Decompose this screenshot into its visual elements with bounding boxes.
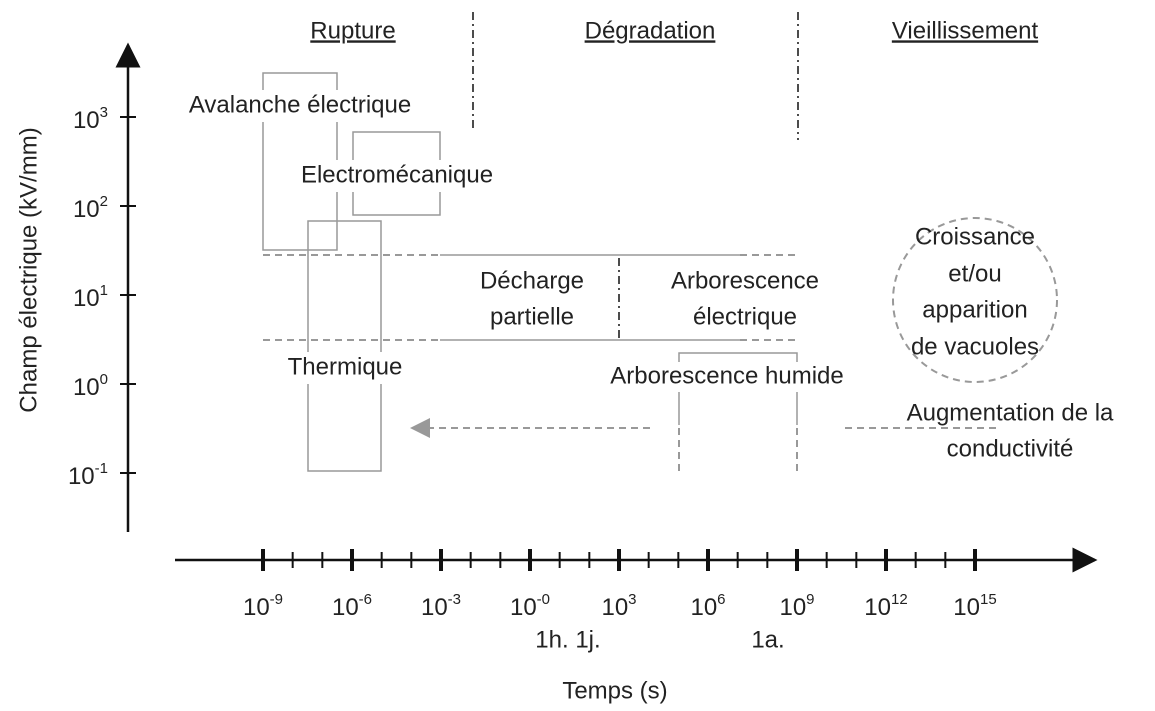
- region-label: électrique: [693, 303, 797, 330]
- section-header: Vieillissement: [892, 17, 1039, 44]
- tick-label: 106: [690, 591, 725, 621]
- region-label: Arborescence: [671, 267, 819, 294]
- tick-base: 10: [68, 463, 95, 490]
- tick-label: 1012: [864, 591, 907, 621]
- tick-exponent: -9: [270, 591, 283, 608]
- region-label: apparition: [922, 296, 1027, 323]
- vacuoles-circle: [892, 217, 1058, 383]
- region-label: et/ou: [948, 260, 1001, 287]
- tick-exponent: -1: [95, 460, 108, 477]
- tick-exponent: 1: [100, 282, 108, 299]
- y-axis-label: Champ électrique (kV/mm): [15, 127, 42, 412]
- region-label: Décharge: [480, 267, 584, 294]
- section-header: Dégradation: [585, 17, 716, 44]
- tick-base: 10: [601, 594, 628, 621]
- tick-label: 1015: [953, 591, 996, 621]
- labels: Avalanche électrique Electromécanique Th…: [155, 90, 1114, 462]
- tick-exponent: 15: [980, 591, 997, 608]
- tick-label: 101: [73, 282, 108, 312]
- tick-base: 10: [332, 594, 359, 621]
- tick-label: 10-1: [68, 460, 108, 490]
- tick-base: 10: [864, 594, 891, 621]
- region-label: de vacuoles: [911, 333, 1039, 360]
- tick-base: 10: [510, 594, 537, 621]
- tick-exponent: 3: [628, 591, 636, 608]
- region-label: Avalanche électrique: [189, 91, 411, 118]
- tick-label: 102: [73, 193, 108, 223]
- tick-label: 100: [73, 371, 108, 401]
- label-bg: [155, 90, 445, 122]
- tick-label: 10-0: [510, 591, 550, 621]
- time-mark: 1h. 1j.: [535, 626, 600, 653]
- label-bg: [574, 362, 880, 392]
- tick-exponent: 6: [717, 591, 725, 608]
- tick-base: 10: [779, 594, 806, 621]
- tick-label: 10-9: [243, 591, 283, 621]
- headers: Rupture Dégradation Vieillissement: [310, 12, 1038, 140]
- tick-base: 10: [73, 107, 100, 134]
- thermique-box: [307, 220, 382, 472]
- x-axis-label: Temps (s): [562, 677, 667, 704]
- region-label: conductivité: [947, 435, 1074, 462]
- region-label: Electromécanique: [301, 161, 493, 188]
- tick-base: 10: [73, 285, 100, 312]
- tick-base: 10: [953, 594, 980, 621]
- tick-exponent: 2: [100, 193, 108, 210]
- regions: [262, 72, 1058, 473]
- region-label: partielle: [490, 303, 574, 330]
- tick-label: 10-3: [421, 591, 461, 621]
- tick-exponent: -3: [448, 591, 461, 608]
- tick-exponent: 3: [100, 104, 108, 121]
- tick-base: 10: [73, 196, 100, 223]
- label-bg: [272, 352, 418, 384]
- tick-exponent: -6: [359, 591, 372, 608]
- tick-label: 10-6: [332, 591, 372, 621]
- tick-exponent: 0: [100, 371, 108, 388]
- tick-base: 10: [690, 594, 717, 621]
- tick-label: 109: [779, 591, 814, 621]
- tick-label: 103: [601, 591, 636, 621]
- section-header: Rupture: [310, 17, 395, 44]
- tick-base: 10: [243, 594, 270, 621]
- region-label: Croissance: [915, 223, 1035, 250]
- time-mark: 1a.: [751, 626, 784, 653]
- label-bg: [270, 160, 522, 192]
- region-label: Augmentation de la: [907, 399, 1114, 426]
- tick-exponent: 12: [891, 591, 908, 608]
- tick-exponent: -0: [537, 591, 550, 608]
- tick-base: 10: [73, 374, 100, 401]
- tick-base: 10: [421, 594, 448, 621]
- tick-exponent: 9: [806, 591, 814, 608]
- region-label: Arborescence humide: [610, 362, 843, 389]
- region-label: Thermique: [288, 353, 403, 380]
- tick-label: 103: [73, 104, 108, 134]
